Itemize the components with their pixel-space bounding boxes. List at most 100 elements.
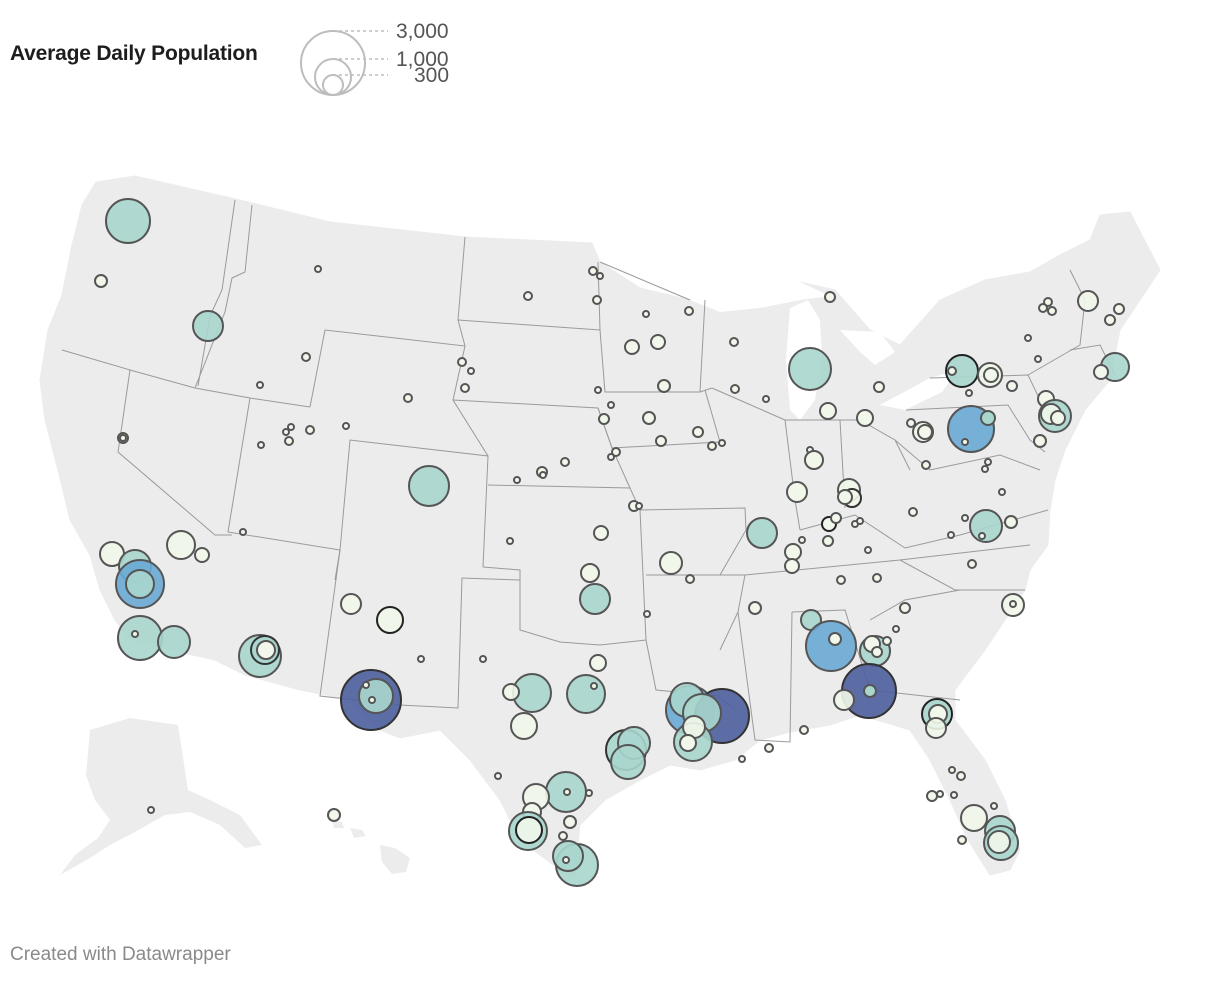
- bubble: [563, 788, 571, 796]
- bubble: [588, 266, 598, 276]
- bubble: [494, 772, 502, 780]
- bubble: [282, 428, 290, 436]
- bubble: [804, 450, 824, 470]
- bubble: [965, 389, 973, 397]
- bubble: [598, 413, 610, 425]
- bubble: [1113, 303, 1125, 315]
- bubble: [94, 274, 108, 288]
- bubble: [513, 476, 521, 484]
- bubble: [596, 272, 604, 280]
- bubble: [836, 575, 846, 585]
- bubble: [585, 789, 593, 797]
- bubble: [819, 402, 837, 420]
- bubble: [960, 804, 988, 832]
- bubble: [950, 791, 958, 799]
- bubble: [707, 441, 717, 451]
- bubble: [305, 425, 315, 435]
- size-legend: 3,000 1,000 300: [300, 20, 449, 96]
- bubble: [837, 489, 853, 505]
- bubble: [284, 436, 294, 446]
- bubble: [147, 806, 155, 814]
- bubble: [936, 790, 944, 798]
- bubble: [822, 535, 834, 547]
- bubble: [684, 306, 694, 316]
- bubble: [980, 410, 996, 426]
- bubble: [1047, 306, 1057, 316]
- bubble: [515, 816, 543, 844]
- bubble: [607, 401, 615, 409]
- bubble: [908, 507, 918, 517]
- lake-huron: [840, 330, 895, 365]
- bubble: [1034, 355, 1042, 363]
- bubble: [657, 379, 671, 393]
- bubble: [998, 488, 1006, 496]
- bubble: [984, 458, 992, 466]
- bubble: [788, 347, 832, 391]
- bubble: [1033, 434, 1047, 448]
- bubble: [368, 696, 376, 704]
- bubble: [287, 423, 295, 431]
- bubble: [899, 602, 911, 614]
- bubble: [871, 646, 883, 658]
- bubble: [650, 334, 666, 350]
- bubble: [1009, 600, 1017, 608]
- bubble: [457, 357, 467, 367]
- bubble: [642, 310, 650, 318]
- bubble: [856, 409, 874, 427]
- bubble: [340, 593, 362, 615]
- bubble: [730, 384, 740, 394]
- bubble: [830, 512, 842, 524]
- bubble: [738, 755, 746, 763]
- bubble: [563, 815, 577, 829]
- bubble: [990, 802, 998, 810]
- lake-erie: [880, 370, 958, 410]
- bubble: [593, 525, 609, 541]
- alaska-land: [60, 718, 262, 875]
- bubble: [828, 632, 842, 646]
- lake-superior: [690, 282, 830, 312]
- bubble: [786, 481, 808, 503]
- bubble: [925, 717, 947, 739]
- legend-label-300: 300: [414, 64, 449, 87]
- bubble: [729, 337, 739, 347]
- bubble: [655, 435, 667, 447]
- bubble: [552, 840, 584, 872]
- bubble: [948, 766, 956, 774]
- bubble: [863, 684, 877, 698]
- bubble: [256, 381, 264, 389]
- bubble: [479, 655, 487, 663]
- bubble-layer: [94, 198, 1130, 887]
- bubble: [882, 636, 892, 646]
- bubble: [1038, 303, 1048, 313]
- bubble: [718, 439, 726, 447]
- bubble: [192, 310, 224, 342]
- bubble: [659, 551, 683, 575]
- bubble: [784, 558, 800, 574]
- bubble: [558, 831, 568, 841]
- bubble: [798, 536, 806, 544]
- hawaii-land: [332, 820, 410, 874]
- bubble: [579, 583, 611, 615]
- bubble: [635, 502, 643, 510]
- bubble: [983, 367, 999, 383]
- bubble: [157, 625, 191, 659]
- bubble: [1077, 290, 1099, 312]
- bubble: [1006, 380, 1018, 392]
- bubble: [926, 790, 938, 802]
- bubble: [417, 655, 425, 663]
- bubble: [506, 537, 514, 545]
- bubble: [1024, 334, 1032, 342]
- bubble: [125, 569, 155, 599]
- attribution[interactable]: Created with Datawrapper: [10, 944, 231, 965]
- bubble: [643, 610, 651, 618]
- bubble: [873, 381, 885, 393]
- bubble: [1004, 515, 1018, 529]
- bubble: [523, 291, 533, 301]
- bubble: [906, 418, 916, 428]
- bubble: [947, 531, 955, 539]
- bubble: [799, 725, 809, 735]
- bubble: [864, 546, 872, 554]
- bubble: [562, 856, 570, 864]
- bubble: [784, 543, 802, 561]
- bubble: [166, 530, 196, 560]
